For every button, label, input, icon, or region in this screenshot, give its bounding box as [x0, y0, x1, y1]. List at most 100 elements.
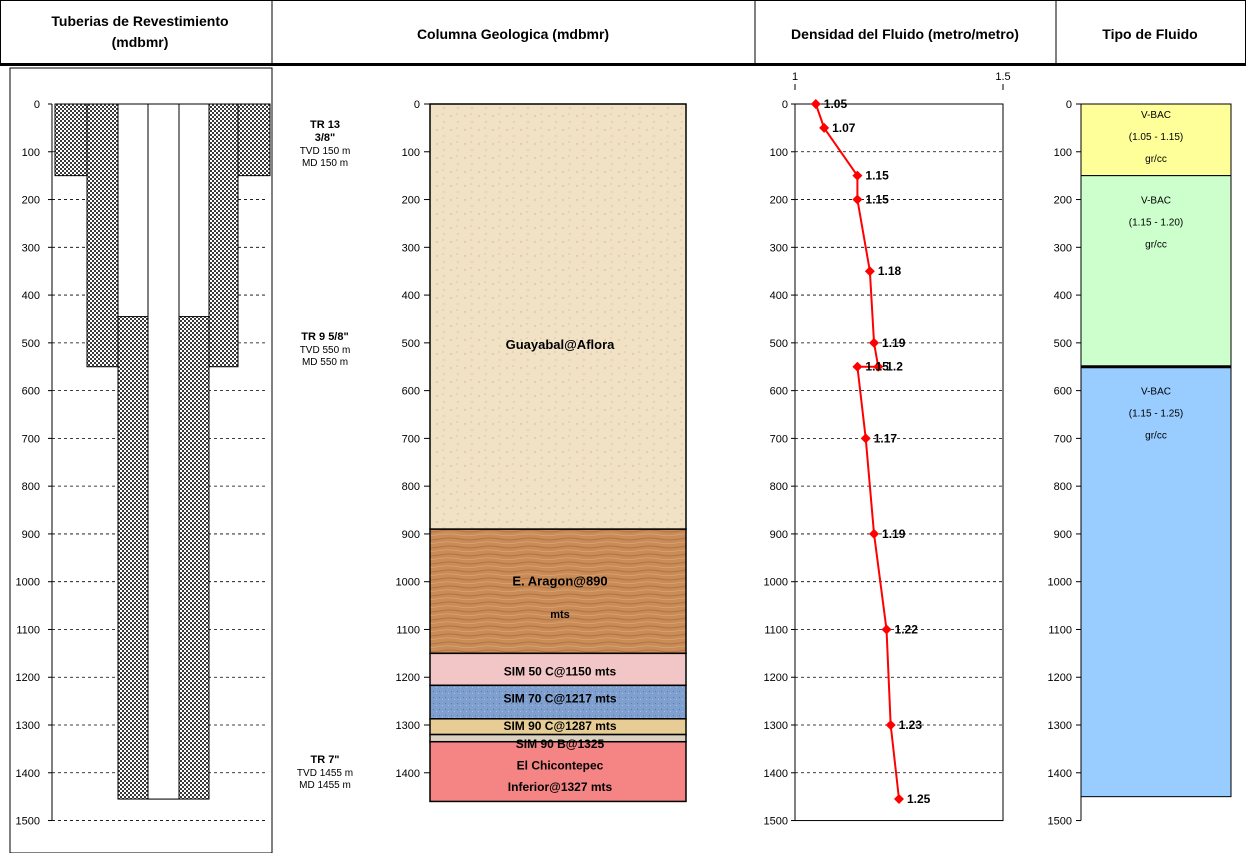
density-point-label: 1.23	[899, 718, 923, 732]
fluid-depth-axis: 0 100 200 300 400 500 600 700 800 900 1000 1100 1200…	[1048, 99, 1082, 828]
casing-label-line: TVD 1455 m	[297, 768, 353, 779]
density-point	[860, 433, 871, 444]
density-point	[864, 266, 875, 277]
density-plot-frame	[794, 103, 1004, 822]
density-y-tick-label: 700	[770, 433, 788, 445]
geology-layers: Guayabal@Aflora E. Aragon@890 mts SIM 50 C@…	[429, 103, 687, 803]
density-point-label: 1.22	[895, 622, 919, 636]
casing-tick-label: 500	[22, 338, 40, 350]
density-y-tick-label: 1200	[764, 672, 788, 684]
fluid-zone-label: gr/cc	[1145, 240, 1167, 251]
geology-tick-label: 1100	[396, 624, 420, 636]
casing-tick-label: 100	[22, 147, 40, 159]
fluid-zone-label: gr/cc	[1145, 154, 1167, 165]
geology-layer-label: El Chicontepec	[517, 759, 604, 773]
casing-tick-label: 400	[22, 290, 40, 302]
fluid-tick-label: 1300	[1048, 720, 1072, 732]
fluid-zone-label: V-BAC	[1141, 110, 1171, 121]
header-casing-line2: (mdbmr)	[112, 34, 169, 50]
geology-depth-axis: 0 100 200 300 400 500 600 700 800 900 1000 1100 1200…	[396, 99, 431, 802]
geology-layer-label: SIM 50 C@1150 mts	[504, 665, 617, 679]
fluid-tick-label: 1400	[1048, 768, 1072, 780]
density-point-label: 1.17	[874, 431, 898, 445]
casing-tick-label: 0	[34, 99, 40, 111]
header-density: Densidad del Fluido (metro/metro)	[791, 26, 1019, 42]
geology-layer	[429, 103, 687, 530]
casing-label-line: TR 13	[310, 119, 340, 131]
geology-tick-label: 300	[402, 242, 420, 254]
density-point-label: 1.19	[882, 336, 906, 350]
density-point	[873, 361, 884, 372]
density-point	[852, 170, 863, 181]
fluid-zone-label: (1.05 - 1.15)	[1129, 132, 1183, 143]
density-point-label: 1.15	[865, 360, 889, 374]
geology-tick-label: 100	[402, 147, 420, 159]
casing-tick-label: 700	[22, 433, 40, 445]
geology-tick-label: 1300	[396, 720, 420, 732]
geology-tick-label: 500	[402, 338, 420, 350]
fluid-tick-label: 1200	[1048, 672, 1072, 684]
fluid-tick-label: 400	[1054, 290, 1072, 302]
casing-label-line: MD 150 m	[302, 158, 348, 169]
density-point-label: 1.19	[882, 527, 906, 541]
geology-layer-label: E. Aragon@890	[512, 574, 607, 589]
casing-tick-label: 1100	[16, 624, 40, 636]
fluid-zone-label: V-BAC	[1141, 387, 1171, 398]
geology-tick-label: 900	[402, 529, 420, 541]
density-point	[819, 122, 830, 133]
geology-tick-label: 200	[402, 195, 420, 207]
density-y-tick-label: 300	[770, 242, 788, 254]
casing-bore	[147, 103, 180, 800]
geology-layer-label: mts	[550, 609, 570, 621]
geology-tick-label: 0	[414, 99, 420, 111]
fluid-tick-label: 800	[1054, 481, 1072, 493]
casing-tick-label: 1300	[16, 720, 40, 732]
header-fluid: Tipo de Fluido	[1102, 26, 1197, 42]
density-point-label: 1.25	[907, 792, 931, 806]
fluid-zone	[1080, 103, 1232, 177]
fluid-zone-label: (1.15 - 1.25)	[1129, 409, 1183, 420]
density-point	[810, 99, 821, 109]
geology-tick-label: 700	[402, 433, 420, 445]
fluid-tick-label: 0	[1066, 99, 1072, 111]
density-point-label: 1.2	[886, 360, 903, 374]
casing-tick-label: 1400	[16, 768, 40, 780]
casing-label-line: TR 9 5/8"	[301, 331, 348, 343]
casing-tick-label: 1200	[16, 672, 40, 684]
fluid-tick-label: 1100	[1048, 624, 1072, 636]
fluid-zones: V-BAC (1.05 - 1.15) gr/cc V-BAC (1.15 - 1.20…	[1080, 103, 1232, 798]
geology-tick-label: 1400	[396, 768, 420, 780]
density-point	[885, 720, 896, 731]
casing-tick-label: 800	[22, 481, 40, 493]
casing-label-group: TR 7" TVD 1455 mMD 1455 m	[297, 754, 353, 791]
fluid-tick-label: 600	[1054, 386, 1072, 398]
fluid-tick-label: 100	[1054, 147, 1072, 159]
density-point	[881, 624, 892, 635]
casing-tick-label: 200	[22, 195, 40, 207]
density-y-tick-label: 800	[770, 481, 788, 493]
density-y-tick-label: 100	[770, 147, 788, 159]
density-point-label: 1.05	[824, 97, 848, 111]
casing-depth-axis: 0 100 200 300 400 500 600 700 800 900 1000 1100 1200…	[16, 99, 53, 828]
casing-label-line: MD 1455 m	[299, 780, 351, 791]
density-y-tick-label: 1100	[764, 624, 788, 636]
casing-strings	[54, 103, 271, 800]
header-row: Tuberias de Revestimiento (mdbmr) Column…	[0, 0, 1246, 66]
density-y-tick-label: 200	[770, 195, 788, 207]
casing-label-line: TR 7"	[310, 754, 339, 766]
geology-tick-label: 1200	[396, 672, 420, 684]
density-point	[894, 794, 904, 805]
geology-tick-label: 600	[402, 386, 420, 398]
geology-layer-label: SIM 90 C@1287 mts	[503, 719, 616, 733]
density-x-tick-label: 1.5	[995, 71, 1010, 83]
header-geology: Columna Geologica (mdbmr)	[417, 26, 609, 42]
fluid-tick-label: 1000	[1048, 577, 1072, 589]
geology-layer	[429, 684, 687, 720]
casing-shoe-labels: TR 133/8" TVD 150 mMD 150 m TR 9 5/8" TVD 5…	[297, 119, 353, 791]
geology-layer	[429, 528, 687, 655]
density-y-tick-label: 1000	[764, 577, 788, 589]
density-point	[869, 528, 880, 539]
density-point	[869, 337, 880, 348]
density-y-tick-label: 500	[770, 338, 788, 350]
casing-annulus-right	[178, 103, 210, 318]
